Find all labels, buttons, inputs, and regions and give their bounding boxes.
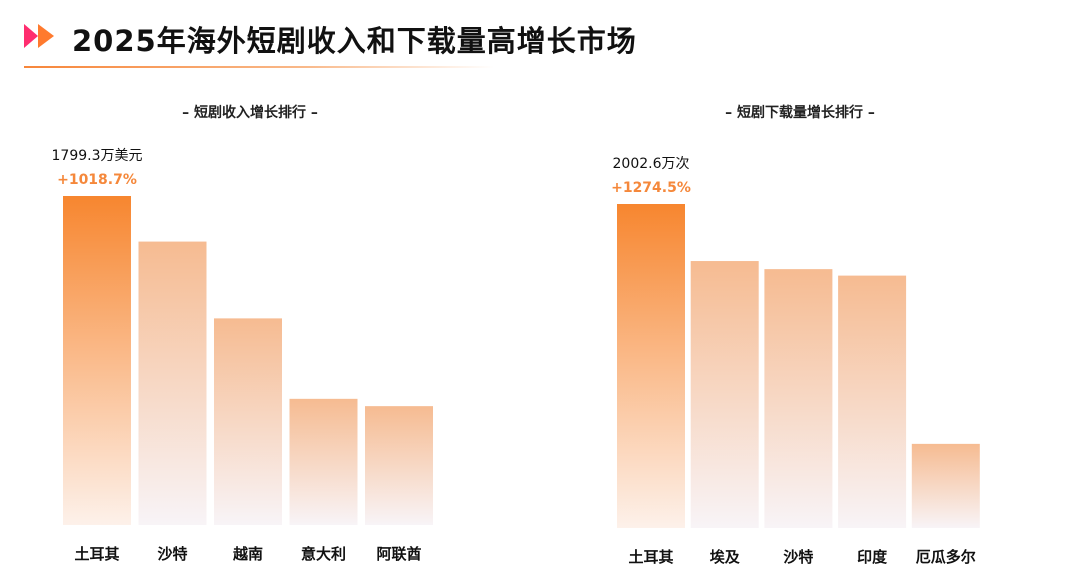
double-chevron-right-icon xyxy=(24,24,54,48)
x-tick-label: 意大利 xyxy=(301,545,346,563)
download-growth-chart: 土耳其 2002.6万次 +1274.5% 埃及 沙特 印度 厄瓜多尔 xyxy=(611,156,980,566)
x-tick-label: 埃及 xyxy=(710,548,741,566)
data-label-value: 1799.3万美元 xyxy=(52,148,143,164)
bar-土耳其 xyxy=(63,196,131,525)
x-tick-label: 阿联酋 xyxy=(376,545,421,563)
revenue-growth-chart: 土耳其 1799.3万美元 +1018.7% 沙特 越南 意大利 阿联酋 xyxy=(52,148,433,563)
title-underline xyxy=(24,66,494,68)
bar-沙特 xyxy=(138,241,207,525)
bar-越南 xyxy=(214,318,282,525)
data-label-growth: +1274.5% xyxy=(611,180,691,196)
x-tick-label: 土耳其 xyxy=(74,545,119,563)
bar-意大利 xyxy=(289,398,358,525)
bar-印度 xyxy=(838,275,907,528)
x-tick-label: 沙特 xyxy=(783,548,813,566)
bar-埃及 xyxy=(690,261,759,528)
download-chart-title: – 短剧下载量增长排行 – xyxy=(725,105,875,121)
revenue-chart-title: – 短剧收入增长排行 – xyxy=(182,105,318,121)
x-tick-label: 越南 xyxy=(232,545,263,563)
download-growth-panel: – 短剧下载量增长排行 – 土耳其 2002.6万次 +1274.5% 埃及 沙特 印度 厄… xyxy=(590,80,1010,580)
page-title: 2025年海外短剧收入和下载量高增长市场 xyxy=(72,24,637,58)
bar-厄瓜多尔 xyxy=(911,443,980,528)
data-label-value: 2002.6万次 xyxy=(613,156,690,172)
x-tick-label: 土耳其 xyxy=(628,548,673,566)
data-label-growth: +1018.7% xyxy=(57,172,137,188)
x-tick-label: 印度 xyxy=(857,548,888,566)
bar-沙特 xyxy=(764,269,833,528)
x-tick-label: 厄瓜多尔 xyxy=(916,548,976,566)
revenue-growth-panel: – 短剧收入增长排行 – 土耳其 1799.3万美元 +1018.7% 沙特 越南 意大利… xyxy=(30,80,470,580)
bar-阿联酋 xyxy=(365,406,433,525)
x-tick-label: 沙特 xyxy=(157,545,187,563)
bar-土耳其 xyxy=(617,204,685,528)
